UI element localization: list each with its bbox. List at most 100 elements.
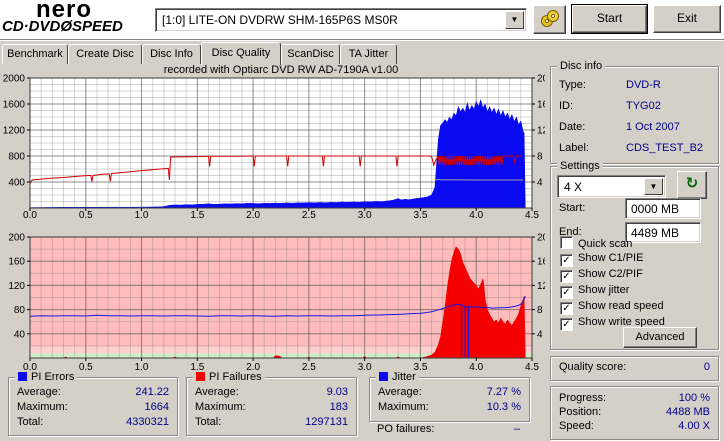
label: Average: [17,386,61,398]
refresh-button[interactable]: ↻ [677,171,707,199]
quality-score-value: 0 [703,361,710,373]
checkbox-show-c2-pif[interactable]: ✓ Show C2/PIF [560,268,643,283]
svg-text:0.5: 0.5 [79,210,93,221]
checkbox-show-write-speed[interactable]: ✓ Show write speed [560,316,665,331]
progress-box: Progress: 100 % Position: 4488 MB Speed: 4.… [550,386,719,440]
po-failures-row: PO failures: – [369,423,528,435]
tab-ta-jitter[interactable]: TA Jitter [340,44,397,64]
settings-title: Settings [557,160,603,172]
svg-text:2000: 2000 [3,74,26,85]
pi-errors-color-swatch [18,372,27,381]
value: 4330321 [126,416,169,428]
logo-speed: SPEED [72,18,123,35]
show-read-speed-checkbox[interactable]: ✓ [560,302,573,315]
value: 7.27 % [486,386,521,398]
svg-text:20: 20 [537,233,545,244]
logo-cddvd: CD·DVD [2,18,61,35]
quick-scan-checkbox[interactable] [560,236,573,249]
label: Show read speed [578,300,664,312]
svg-text:4: 4 [537,329,543,340]
svg-text:1.5: 1.5 [190,362,204,373]
svg-text:16: 16 [537,257,545,268]
drive-select-value: [1:0] LITE-ON DVDRW SHM-165P6S MS0R [162,13,398,27]
label: Quick scan [578,238,633,250]
end-position-field[interactable]: 4489 MB [625,222,701,243]
label: Date: [559,121,586,133]
discs-icon [540,10,559,27]
show-jitter-checkbox[interactable]: ✓ [560,286,573,299]
pi-errors-legend: PI Errors [15,371,78,383]
svg-text:3.5: 3.5 [413,210,427,221]
svg-text:3.0: 3.0 [358,210,372,221]
label: Maximum: [195,401,246,413]
speed-value: 4.00 X [678,420,710,432]
disc-type: DVD-R [626,79,661,91]
tab-scandisc[interactable]: ScanDisc [281,44,340,64]
svg-text:2.5: 2.5 [302,362,316,373]
disc-date: 1 Oct 2007 [626,121,680,133]
label: Show C1/PIE [578,252,644,264]
position-value: 4488 MB [665,406,710,418]
speed-select[interactable]: 4 X ▼ [557,175,666,198]
drive-select[interactable]: [1:0] LITE-ON DVDRW SHM-165P6S MS0R ▼ [155,8,527,32]
label: Show C2/PIF [578,268,643,280]
checkbox-quick-scan[interactable]: Quick scan [560,236,632,250]
label: Label: [559,142,589,154]
value: 10.3 % [486,401,521,413]
disc-label: CDS_TEST_B2 [626,142,704,154]
svg-text:2.0: 2.0 [246,210,260,221]
show-c2-pif-checkbox[interactable]: ✓ [560,270,573,283]
svg-text:8: 8 [537,305,543,316]
disc-info-title: Disc info [557,60,606,72]
toolbar-divider [0,39,724,41]
pi-failures-color-swatch [196,372,205,381]
jitter-color-swatch [379,372,388,381]
svg-text:0.0: 0.0 [23,210,37,221]
show-write-speed-checkbox[interactable]: ✓ [560,318,573,331]
checkbox-show-jitter[interactable]: ✓ Show jitter [560,284,629,299]
tab-disc-quality[interactable]: Disc Quality [201,42,281,65]
svg-text:120: 120 [8,281,25,292]
checkbox-show-read-speed[interactable]: ✓ Show read speed [560,300,664,315]
value: 241.22 [135,386,169,398]
pi-failures-chart: 200 160 120 80 40 20 16 12 8 4 0.0 0.5 1.0 1.5 2.0 2.5 3… [0,228,548,374]
label: Show write speed [578,316,665,328]
tab-benchmark[interactable]: Benchmark [2,44,68,64]
cdspeed-logo: CD·DVDØSPEED [2,18,123,35]
pi-failures-title: PI Failures [209,371,262,383]
value: 1297131 [305,416,348,428]
jitter-legend: Jitter [376,371,419,383]
show-c1-pie-checkbox[interactable]: ✓ [560,254,573,267]
disc-info-button[interactable] [533,5,566,34]
jitter-title: Jitter [392,371,416,383]
svg-text:3.5: 3.5 [413,362,427,373]
pi-errors-chart-svg: 2000 1600 1200 800 400 20 16 12 8 4 0.0 0.5 1.0 1.5 2.… [3,64,549,221]
label: ID: [559,100,574,112]
pi-failures-stats-box: PI Failures Average: 9.03 Maximum: 183 Tot… [186,371,357,436]
svg-text:1200: 1200 [3,126,26,137]
label: Maximum: [378,401,429,413]
svg-text:8: 8 [537,152,543,163]
po-failures-value: – [513,423,520,435]
svg-text:16: 16 [537,100,545,111]
exit-button[interactable]: Exit [653,5,721,33]
advanced-button[interactable]: Advanced [623,327,697,348]
chevron-down-icon[interactable]: ▼ [644,178,663,195]
tab-disc-info[interactable]: Disc Info [142,44,201,64]
checkbox-show-c1-pie[interactable]: ✓ Show C1/PIE [560,252,644,267]
position-label: Position: [559,406,602,418]
svg-text:1.0: 1.0 [135,362,149,373]
speed-select-value: 4 X [564,180,583,194]
quality-score-label: Quality score: [559,361,627,373]
tab-create-disc[interactable]: Create Disc [68,44,142,64]
nero-logo: nero [36,0,93,23]
quality-score-box: Quality score: 0 [550,356,719,381]
start-button[interactable]: Start [572,5,647,33]
start-position-field[interactable]: 0000 MB [625,198,701,219]
value: 1664 [144,401,169,413]
start-label: Start: [559,202,586,214]
chevron-down-icon[interactable]: ▼ [505,11,524,29]
svg-text:400: 400 [8,178,25,189]
pi-errors-chart: 2000 1600 1200 800 400 20 16 12 8 4 0.0 0.5 1.0 1.5 2.… [0,62,549,228]
label: Type: [559,79,586,91]
